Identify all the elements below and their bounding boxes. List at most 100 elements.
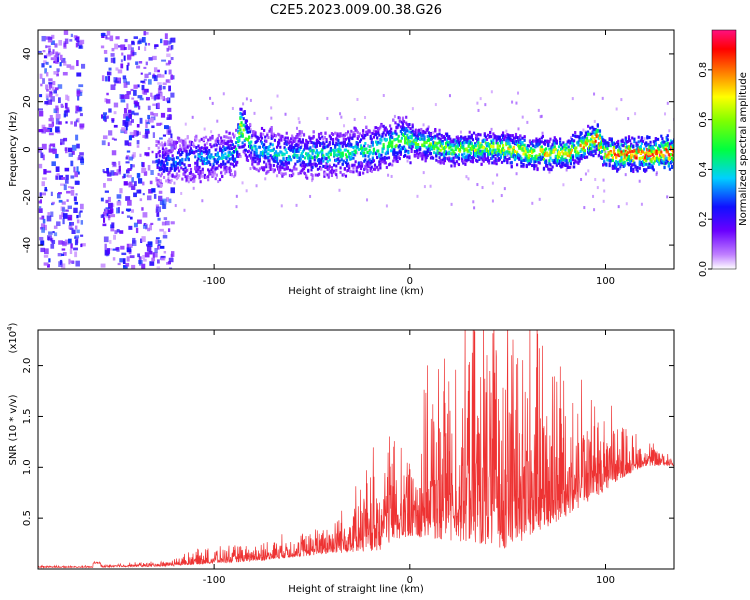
ridge-cell bbox=[435, 158, 438, 162]
ridge-cell bbox=[621, 139, 624, 143]
ridge-cell bbox=[228, 150, 231, 154]
noise-cell bbox=[56, 221, 61, 227]
noise-cell bbox=[393, 114, 396, 118]
noise-cell bbox=[170, 92, 175, 98]
ridge-cell bbox=[200, 150, 203, 154]
ridge-cell bbox=[366, 162, 369, 166]
noise-cell bbox=[450, 202, 453, 206]
ridge-cell bbox=[411, 125, 414, 129]
noise-cell bbox=[128, 115, 131, 119]
ridge-cell bbox=[319, 141, 322, 145]
noise-cell bbox=[127, 62, 130, 66]
ridge-cell bbox=[650, 160, 653, 164]
ridge-cell bbox=[228, 157, 231, 161]
noise-cell bbox=[50, 211, 54, 217]
ridge-cell bbox=[628, 160, 632, 164]
ridge-cell bbox=[555, 139, 559, 143]
noise-cell bbox=[515, 172, 518, 176]
ridge-cell bbox=[226, 167, 229, 171]
ridge-cell bbox=[395, 132, 398, 136]
ridge-cell bbox=[455, 160, 458, 164]
noise-cell bbox=[103, 171, 109, 174]
noise-cell bbox=[56, 73, 59, 77]
ridge-cell bbox=[438, 140, 441, 144]
ridge-cell bbox=[535, 137, 538, 141]
noise-cell bbox=[126, 215, 131, 218]
ridge-cell bbox=[319, 143, 322, 147]
ridge-cell bbox=[206, 150, 209, 154]
ridge-cell bbox=[377, 131, 380, 135]
ridge-cell bbox=[559, 152, 562, 156]
ridge-cell bbox=[225, 157, 228, 161]
noise-cell bbox=[38, 163, 43, 169]
ridge-cell bbox=[402, 134, 406, 138]
ridge-cell bbox=[406, 123, 409, 127]
ridge-cell bbox=[443, 137, 447, 141]
noise-cell bbox=[216, 166, 219, 170]
noise-cell bbox=[41, 227, 45, 233]
spectrogram-x-tick-label: -100 bbox=[203, 276, 226, 287]
ridge-cell bbox=[500, 149, 504, 153]
ridge-cell bbox=[483, 132, 486, 136]
ridge-cell bbox=[194, 155, 197, 159]
ridge-cell bbox=[268, 159, 271, 163]
noise-cell bbox=[76, 166, 79, 173]
noise-cell bbox=[38, 208, 43, 213]
ridge-cell bbox=[566, 152, 569, 156]
noise-cell bbox=[500, 194, 503, 198]
noise-cell bbox=[66, 64, 72, 68]
ridge-cell bbox=[545, 147, 548, 151]
ridge-cell bbox=[402, 120, 406, 124]
ridge-cell bbox=[322, 159, 325, 163]
ridge-cell bbox=[214, 159, 217, 163]
ridge-cell bbox=[639, 163, 642, 167]
ridge-cell bbox=[162, 175, 166, 179]
noise-cell bbox=[369, 144, 372, 148]
ridge-cell bbox=[457, 153, 461, 157]
ridge-cell bbox=[481, 154, 484, 158]
ridge-cell bbox=[662, 154, 665, 158]
ridge-cell bbox=[573, 161, 576, 165]
ridge-cell bbox=[206, 156, 209, 160]
ridge-cell bbox=[324, 131, 327, 135]
ridge-cell bbox=[362, 131, 365, 135]
ridge-cell bbox=[380, 153, 383, 157]
ridge-cell bbox=[406, 133, 409, 137]
noise-cell bbox=[511, 100, 514, 104]
ridge-cell bbox=[317, 157, 321, 161]
ridge-cell bbox=[283, 167, 286, 171]
colorbar-tick-label: 0.6 bbox=[698, 112, 709, 128]
noise-cell bbox=[311, 179, 314, 183]
ridge-cell bbox=[376, 165, 379, 169]
noise-cell bbox=[191, 115, 194, 119]
ridge-cell bbox=[666, 142, 669, 146]
ridge-cell bbox=[212, 164, 215, 168]
noise-cell bbox=[603, 189, 606, 193]
noise-cell bbox=[618, 166, 621, 170]
ridge-cell bbox=[579, 149, 582, 153]
ridge-cell bbox=[268, 144, 271, 148]
ridge-cell bbox=[269, 165, 272, 169]
ridge-cell bbox=[491, 161, 494, 165]
ridge-cell bbox=[612, 150, 616, 154]
ridge-cell bbox=[545, 160, 548, 164]
noise-cell bbox=[130, 119, 134, 123]
noise-cell bbox=[170, 253, 173, 258]
ridge-cell bbox=[664, 146, 667, 150]
noise-cell bbox=[126, 64, 129, 71]
ridge-cell bbox=[631, 163, 634, 167]
ridge-cell bbox=[251, 148, 254, 152]
ridge-cell bbox=[367, 154, 370, 158]
noise-cell bbox=[390, 174, 393, 178]
noise-cell bbox=[58, 39, 63, 46]
ridge-cell bbox=[237, 129, 240, 133]
ridge-cell bbox=[222, 160, 225, 164]
ridge-cell bbox=[242, 128, 245, 132]
ridge-cell bbox=[635, 156, 638, 160]
snr-x-tick-label: 100 bbox=[596, 575, 615, 586]
noise-cell bbox=[40, 247, 45, 253]
ridge-cell bbox=[202, 160, 205, 164]
noise-cell bbox=[46, 53, 51, 57]
ridge-cell bbox=[372, 135, 376, 139]
ridge-cell bbox=[399, 139, 402, 143]
